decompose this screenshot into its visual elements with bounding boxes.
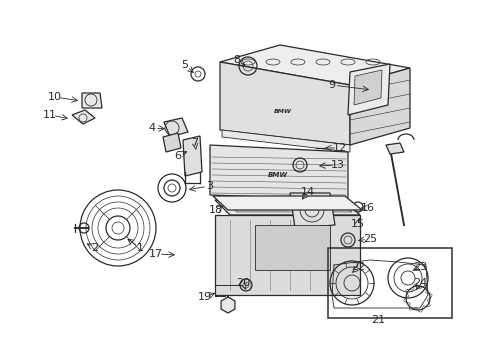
Polygon shape (82, 93, 102, 108)
Text: 23: 23 (412, 262, 426, 272)
Polygon shape (347, 64, 389, 115)
Text: 21: 21 (370, 315, 384, 325)
Text: 4: 4 (148, 123, 155, 133)
Polygon shape (72, 110, 95, 124)
Text: 6: 6 (174, 151, 181, 161)
Polygon shape (385, 143, 403, 154)
Polygon shape (215, 200, 359, 215)
Text: 7: 7 (191, 138, 198, 148)
Polygon shape (221, 297, 234, 313)
Text: 3: 3 (206, 181, 213, 191)
Polygon shape (163, 133, 181, 152)
Polygon shape (222, 130, 349, 152)
Text: 2: 2 (91, 243, 99, 253)
Text: 16: 16 (360, 203, 374, 213)
Polygon shape (220, 62, 349, 145)
Text: 9: 9 (328, 80, 335, 90)
Polygon shape (163, 118, 187, 137)
Polygon shape (209, 145, 347, 200)
Polygon shape (220, 45, 409, 85)
Polygon shape (349, 68, 409, 145)
Text: 14: 14 (300, 187, 314, 197)
Polygon shape (353, 70, 381, 105)
Text: 1: 1 (136, 243, 143, 253)
Text: 13: 13 (330, 160, 345, 170)
Polygon shape (289, 193, 334, 228)
Polygon shape (254, 225, 329, 270)
Text: 24: 24 (412, 278, 426, 288)
Text: 15: 15 (350, 219, 364, 229)
Text: BMW: BMW (267, 172, 287, 178)
Text: 8: 8 (233, 55, 240, 65)
Text: 12: 12 (332, 143, 346, 153)
Text: 5: 5 (181, 60, 188, 70)
Polygon shape (215, 215, 359, 295)
Text: 10: 10 (48, 92, 62, 102)
Polygon shape (183, 136, 202, 176)
Polygon shape (224, 202, 351, 212)
Text: 11: 11 (43, 110, 57, 120)
Text: 22: 22 (350, 262, 365, 272)
Text: 19: 19 (198, 292, 212, 302)
Bar (327, 248, 451, 318)
Text: 20: 20 (235, 278, 249, 288)
Polygon shape (213, 196, 361, 210)
Text: BMW: BMW (273, 109, 291, 114)
Text: 17: 17 (149, 249, 163, 259)
Text: 25: 25 (362, 234, 376, 244)
Text: 18: 18 (208, 205, 223, 215)
